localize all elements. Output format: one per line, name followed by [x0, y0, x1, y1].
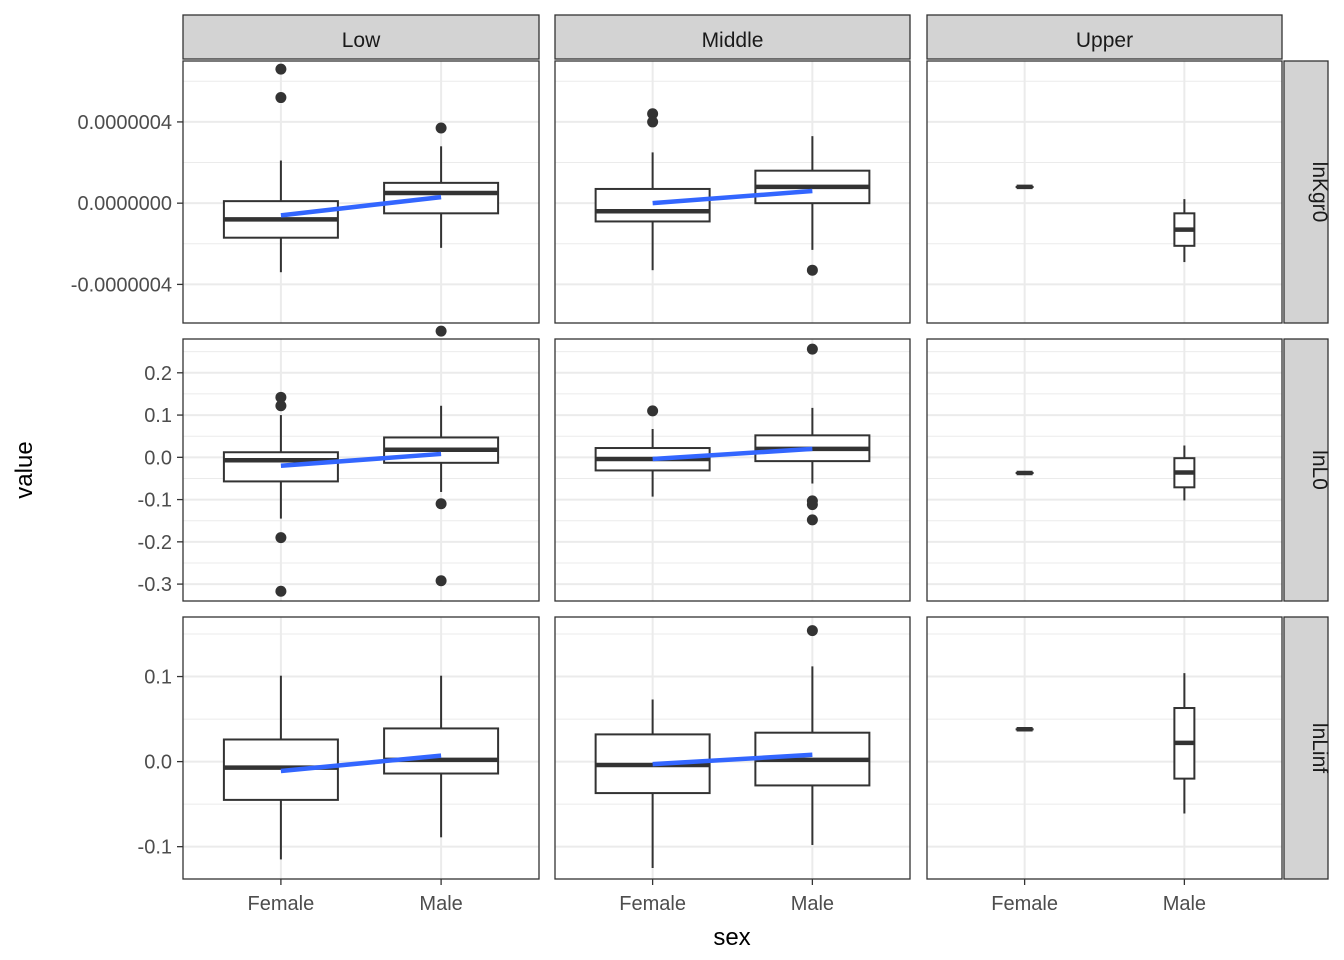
x-tick-label: Female	[619, 893, 686, 915]
trend-line	[280, 194, 442, 218]
facet-strip-lnkgr0	[1283, 60, 1329, 324]
outlier-point	[806, 625, 818, 637]
outlier-point	[647, 405, 659, 417]
outlier-point	[435, 498, 447, 510]
trend-line	[652, 752, 813, 767]
box-female	[222, 451, 339, 483]
panel-border	[554, 60, 911, 324]
facet-strip-upper	[926, 14, 1283, 60]
panel-background	[927, 617, 1282, 879]
panel-border	[926, 60, 1283, 324]
outlier-point	[435, 122, 447, 134]
outlier-point	[275, 585, 287, 597]
facet-strip-lnlinf	[1283, 616, 1329, 880]
outlier-point	[806, 514, 818, 526]
y-tick-label: -0.1	[138, 837, 172, 859]
y-tick-label: 0.0000000	[77, 193, 172, 215]
outlier-point	[275, 532, 287, 544]
outlier-point	[435, 575, 447, 587]
facet-strip-middle	[554, 14, 911, 60]
trend-line	[652, 188, 813, 206]
y-tick-label: 0.2	[144, 363, 172, 385]
x-tick-label: Male	[1163, 893, 1206, 915]
facet-strip-lnl0	[1283, 338, 1329, 602]
y-tick-label: 0.0	[144, 447, 172, 469]
x-tick-label: Male	[791, 893, 834, 915]
trend-line	[652, 446, 813, 462]
panel-border	[926, 338, 1283, 602]
panel-background	[927, 339, 1282, 601]
panel-border	[926, 616, 1283, 880]
x-axis-title: sex	[713, 924, 750, 951]
row-strip-label: lnL0	[1308, 450, 1331, 490]
panel-background	[927, 61, 1282, 323]
facet-strip-low	[182, 14, 540, 60]
y-tick-label: -0.0000004	[71, 274, 172, 296]
panel-border	[554, 616, 911, 880]
outlier-point	[806, 499, 818, 511]
row-strip-label: lnLinf	[1308, 723, 1331, 773]
trend-line	[280, 451, 442, 469]
x-tick-label: Male	[419, 893, 462, 915]
y-axis-title: value	[11, 441, 38, 498]
outlier-point	[275, 92, 287, 104]
outlier-point	[806, 343, 818, 355]
outlier-point	[647, 116, 659, 128]
outlier-point	[647, 108, 659, 120]
facet-strip-label: Middle	[702, 29, 764, 52]
y-tick-label: 0.0000004	[77, 112, 172, 134]
x-tick-label: Female	[991, 893, 1058, 915]
y-tick-label: 0.1	[144, 405, 172, 427]
row-strip-label: lnKgr0	[1308, 162, 1331, 223]
panel-border	[554, 338, 911, 602]
facet-strip-label: Low	[342, 29, 381, 52]
box-female	[594, 187, 711, 223]
box-male	[383, 727, 500, 775]
trend-line	[280, 753, 442, 774]
y-tick-label: -0.3	[138, 574, 172, 596]
outlier-point	[275, 63, 287, 75]
y-tick-label: 0.1	[144, 667, 172, 689]
y-tick-label: -0.2	[138, 532, 172, 554]
panel-border	[182, 616, 540, 880]
outlier-point	[435, 325, 447, 337]
outlier-point	[275, 400, 287, 412]
x-tick-label: Female	[248, 893, 315, 915]
panel-border	[182, 60, 540, 324]
outlier-point	[806, 264, 818, 276]
facet-strip-label: Upper	[1076, 29, 1133, 52]
y-tick-label: 0.0	[144, 752, 172, 774]
panel-border	[182, 338, 540, 602]
outlier-point	[275, 391, 287, 403]
y-tick-label: -0.1	[138, 490, 172, 512]
